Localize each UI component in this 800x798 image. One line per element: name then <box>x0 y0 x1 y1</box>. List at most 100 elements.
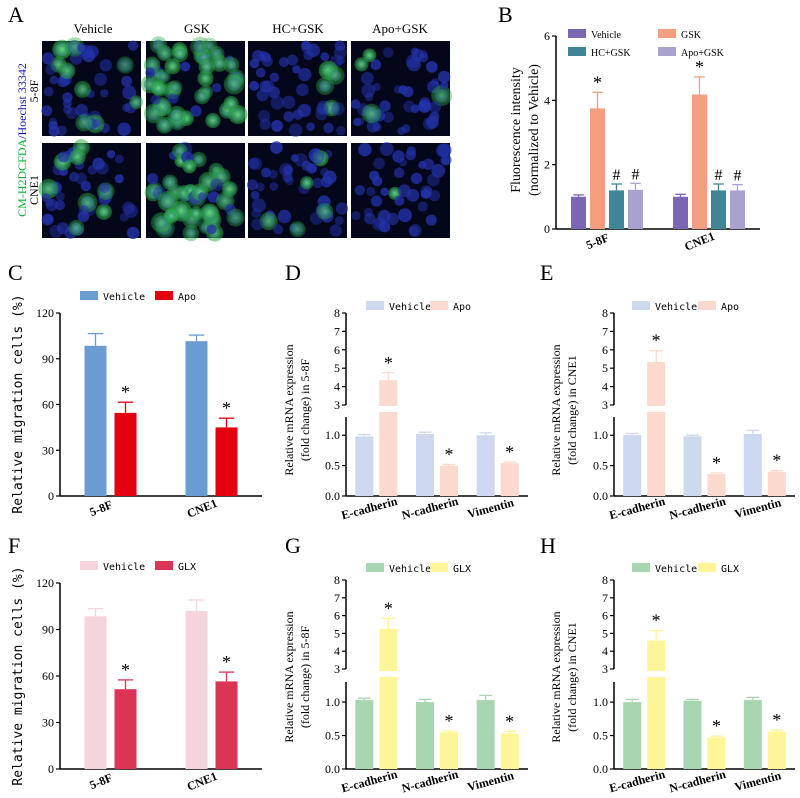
green-cell <box>156 69 171 84</box>
nucleus <box>301 160 312 171</box>
bar-glx-5-8f <box>114 689 137 769</box>
legend-swatch-vehicle <box>80 291 98 300</box>
legend-swatch-vehicle <box>632 301 650 310</box>
micro-tile-5-8f-gsk <box>140 36 248 136</box>
bar-glx-n-cadherin <box>707 737 726 769</box>
y-tick-label: 1.0 <box>593 695 608 709</box>
bar-vehicle-5-8f <box>84 616 107 769</box>
micro-tile-cne1-hc-gsk <box>246 141 349 238</box>
nucleus <box>370 59 382 70</box>
x-category-label: 5-8F <box>88 770 115 792</box>
bar-apo-5-8f <box>114 412 137 496</box>
bar-glx-cne1 <box>215 681 238 769</box>
nucleus <box>292 109 304 120</box>
nucleus <box>121 75 133 87</box>
bar-apo-n-cadherin <box>707 474 726 496</box>
y-tick-label: 6 <box>334 609 340 623</box>
nucleus <box>410 172 423 185</box>
panel-label-d: D <box>285 260 301 285</box>
nucleus <box>334 40 346 51</box>
y-tick-label: 1.0 <box>593 428 608 442</box>
y-tick-label: 8 <box>334 573 340 587</box>
nucleus <box>358 142 372 157</box>
y-axis-label: (fold change) in CNE1 <box>565 355 579 465</box>
nucleus <box>406 146 416 156</box>
nucleus <box>323 122 334 134</box>
nucleus <box>114 154 124 164</box>
nucleus <box>351 211 361 221</box>
green-cell <box>223 73 245 95</box>
y-tick-label: 30 <box>42 443 54 457</box>
nucleus <box>366 186 376 197</box>
nucleus <box>428 190 441 202</box>
nucleus <box>49 75 59 85</box>
nucleus <box>273 224 284 235</box>
bar-vehicle-e-cadherin <box>355 436 374 496</box>
nucleus <box>269 72 280 83</box>
x-category-label: CNE1 <box>185 496 219 521</box>
legend-label-vehicle: Vehicle <box>655 302 697 313</box>
nucleus <box>408 224 422 237</box>
green-cell <box>362 48 377 63</box>
nucleus <box>251 208 262 219</box>
nucleus <box>258 110 271 122</box>
nucleus <box>296 83 309 97</box>
legend-label-vehicle: Vehicle <box>103 562 145 573</box>
green-cell <box>164 58 181 75</box>
nucleus <box>250 190 260 200</box>
y-tick-label: 8 <box>334 306 340 320</box>
nucleus <box>259 118 271 130</box>
bar-hc-gsk-cne1 <box>711 190 726 229</box>
y-tick-label: 8 <box>602 306 608 320</box>
nucleus <box>420 185 433 198</box>
green-cell <box>65 37 85 57</box>
green-cell <box>197 70 214 87</box>
bar-apo-e-cadherin <box>379 380 398 496</box>
significance-mark: * <box>384 598 393 618</box>
nucleus <box>69 172 79 182</box>
legend-swatch-vehicle <box>366 301 384 310</box>
green-cell <box>431 85 452 106</box>
micro-row-label-cne1: CNE1 <box>27 175 41 205</box>
bar-glx-e-cadherin <box>379 629 398 769</box>
bar-apo-gsk-5-8f <box>628 189 643 229</box>
nucleus <box>336 56 346 65</box>
x-category-label: 5-8F <box>584 230 611 252</box>
nucleus <box>310 150 325 164</box>
y-tick-label: 0.5 <box>325 459 340 473</box>
bar-vehicle-vimentin <box>743 434 762 496</box>
y-tick-label: 0 <box>48 489 54 503</box>
y-axis-label: (normalized to Vehicle) <box>527 64 542 196</box>
y-tick-label: 60 <box>42 669 54 683</box>
nucleus <box>119 212 129 222</box>
nucleus <box>99 182 110 193</box>
panel-a-microscopy: Vehicle GSK HC+GSK Apo+GSK 5-8F CNE1 CM-… <box>15 21 452 242</box>
panel-label-c: C <box>8 260 23 285</box>
legend-label-apo-gsk: Apo+GSK <box>681 48 725 59</box>
significance-mark: # <box>613 167 621 184</box>
significance-mark: * <box>712 453 721 473</box>
y-tick-label: 7 <box>602 591 608 605</box>
nucleus <box>168 93 179 104</box>
nucleus <box>41 193 51 202</box>
nucleus <box>45 199 59 212</box>
nucleus <box>336 125 346 136</box>
panel-label-b: B <box>498 2 513 27</box>
y-tick-label: 60 <box>42 398 54 412</box>
nucleus <box>435 143 450 158</box>
y-tick-label: 5 <box>334 626 340 640</box>
green-cell <box>210 54 228 72</box>
y-tick-label: 3 <box>334 398 340 412</box>
nucleus <box>370 195 383 207</box>
nucleus <box>57 222 70 235</box>
stain-sep: / <box>15 135 29 139</box>
nucleus <box>55 191 65 202</box>
nucleus <box>94 72 107 86</box>
nucleus <box>122 201 135 215</box>
y-tick-label: 8 <box>602 573 608 587</box>
legend-swatch-vehicle <box>80 561 98 570</box>
bar-vehicle-vimentin <box>476 700 495 769</box>
chart-e-mrna-cne1-apo: 3 4 5 6 7 8 0.0 0.5 1.0 * E-cadherin * N-cadherin * Vi… <box>549 301 795 522</box>
nucleus <box>423 186 433 195</box>
